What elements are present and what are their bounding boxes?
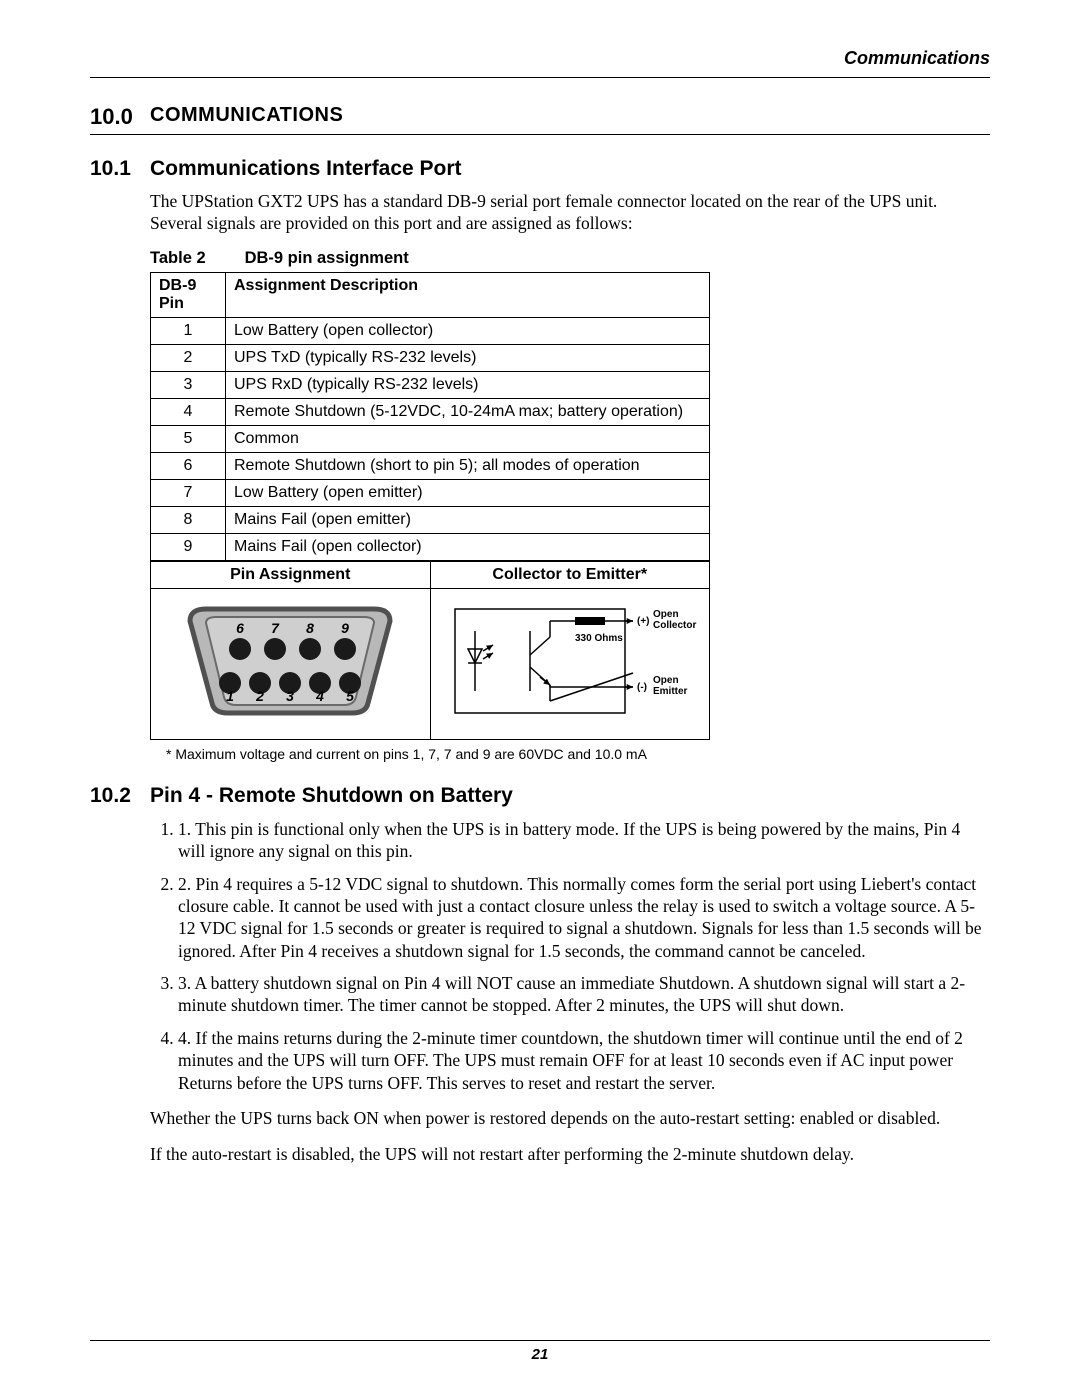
subsection-10-2-heading: 10.2 Pin 4 - Remote Shutdown on Battery: [90, 784, 990, 808]
running-header: Communications: [90, 48, 990, 69]
svg-text:1: 1: [226, 688, 234, 704]
para-auto-restart-2: If the auto-restart is disabled, the UPS…: [150, 1144, 990, 1166]
collector-emitter-diagram: 330 Ohms(+)OpenCollector(-)OpenEmitter: [430, 588, 710, 739]
desc-cell: Mains Fail (open emitter): [226, 506, 710, 533]
svg-text:7: 7: [271, 620, 280, 636]
subsection-10-1-heading: 10.1 Communications Interface Port: [90, 157, 990, 181]
svg-text:Open: Open: [653, 675, 679, 686]
pin-cell: 2: [151, 344, 226, 371]
pin-cell: 5: [151, 425, 226, 452]
table-row: 2UPS TxD (typically RS-232 levels): [151, 344, 710, 371]
svg-text:2: 2: [255, 688, 264, 704]
list-item: 3. A battery shutdown signal on Pin 4 wi…: [178, 972, 990, 1017]
body-10-1: The UPStation GXT2 UPS has a standard DB…: [150, 191, 990, 762]
table-row: 9Mains Fail (open collector): [151, 533, 710, 560]
table-row: 6Remote Shutdown (short to pin 5); all m…: [151, 452, 710, 479]
pin-cell: 3: [151, 371, 226, 398]
db9-connector-diagram: 6 7 8 9 1 2 3 4 5: [151, 588, 431, 739]
svg-text:(+): (+): [637, 616, 650, 627]
svg-text:(-): (-): [637, 682, 647, 693]
desc-cell: Common: [226, 425, 710, 452]
desc-cell: Low Battery (open emitter): [226, 479, 710, 506]
table-row: 8Mains Fail (open emitter): [151, 506, 710, 533]
desc-cell: Remote Shutdown (short to pin 5); all mo…: [226, 452, 710, 479]
section-heading: 10.0 COMMUNICATIONS: [90, 104, 990, 130]
table-row: 3UPS RxD (typically RS-232 levels): [151, 371, 710, 398]
svg-text:Open: Open: [653, 609, 679, 620]
desc-cell: Remote Shutdown (5-12VDC, 10-24mA max; b…: [226, 398, 710, 425]
subsection-10-2-title: Pin 4 - Remote Shutdown on Battery: [150, 784, 513, 808]
list-item: 4. If the mains returns during the 2-min…: [178, 1027, 990, 1094]
db9-pin-table: DB-9 Pin Assignment Description 1Low Bat…: [150, 272, 710, 561]
desc-cell: UPS TxD (typically RS-232 levels): [226, 344, 710, 371]
table-row: 4Remote Shutdown (5-12VDC, 10-24mA max; …: [151, 398, 710, 425]
pin-cell: 6: [151, 452, 226, 479]
svg-text:4: 4: [315, 688, 324, 704]
list-item: 1. This pin is functional only when the …: [178, 818, 990, 863]
section-title: COMMUNICATIONS: [150, 104, 343, 130]
diagram-footnote: * Maximum voltage and current on pins 1,…: [166, 746, 990, 762]
transistor-circuit-icon: 330 Ohms(+)OpenCollector(-)OpenEmitter: [435, 591, 705, 731]
diagram-header-left: Pin Assignment: [151, 561, 431, 588]
table-header-pin: DB-9 Pin: [151, 272, 226, 317]
table-row: 1Low Battery (open collector): [151, 317, 710, 344]
table-header-desc: Assignment Description: [226, 272, 710, 317]
table-2-number: Table 2: [150, 249, 240, 268]
table-row: 5Common: [151, 425, 710, 452]
svg-text:6: 6: [236, 620, 244, 636]
pin-cell: 8: [151, 506, 226, 533]
para-auto-restart-1: Whether the UPS turns back ON when power…: [150, 1108, 990, 1130]
numbered-list: 1. This pin is functional only when the …: [150, 818, 990, 1094]
pin-cell: 4: [151, 398, 226, 425]
page-number: 21: [0, 1346, 1080, 1363]
page: Communications 10.0 COMMUNICATIONS 10.1 …: [0, 0, 1080, 1397]
table-2-title: DB-9 pin assignment: [245, 249, 409, 267]
subsection-10-2-number: 10.2: [90, 784, 150, 808]
table-row: 7Low Battery (open emitter): [151, 479, 710, 506]
top-rule: [90, 77, 990, 78]
desc-cell: Mains Fail (open collector): [226, 533, 710, 560]
section-rule: [90, 134, 990, 135]
subsection-number: 10.1: [90, 157, 150, 181]
pin-cell: 9: [151, 533, 226, 560]
section-number: 10.0: [90, 104, 150, 130]
body-10-2: 1. This pin is functional only when the …: [150, 818, 990, 1166]
desc-cell: Low Battery (open collector): [226, 317, 710, 344]
svg-text:Collector: Collector: [653, 620, 696, 631]
subsection-title: Communications Interface Port: [150, 157, 462, 181]
diagram-table: Pin Assignment Collector to Emitter* 6 7 8…: [150, 561, 710, 740]
db9-connector-icon: 6 7 8 9 1 2 3 4 5: [160, 591, 420, 731]
svg-text:5: 5: [346, 688, 354, 704]
pin-cell: 7: [151, 479, 226, 506]
svg-text:9: 9: [341, 620, 349, 636]
svg-text:3: 3: [286, 688, 294, 704]
svg-text:8: 8: [306, 620, 314, 636]
list-item: 2. Pin 4 requires a 5-12 VDC signal to s…: [178, 873, 990, 963]
desc-cell: UPS RxD (typically RS-232 levels): [226, 371, 710, 398]
diagram-header-right: Collector to Emitter*: [430, 561, 710, 588]
table-2-caption: Table 2 DB-9 pin assignment: [150, 249, 990, 268]
svg-text:330 Ohms: 330 Ohms: [575, 633, 623, 644]
intro-paragraph: The UPStation GXT2 UPS has a standard DB…: [150, 191, 990, 235]
svg-text:Emitter: Emitter: [653, 686, 688, 697]
bottom-rule: [90, 1340, 990, 1341]
pin-cell: 1: [151, 317, 226, 344]
